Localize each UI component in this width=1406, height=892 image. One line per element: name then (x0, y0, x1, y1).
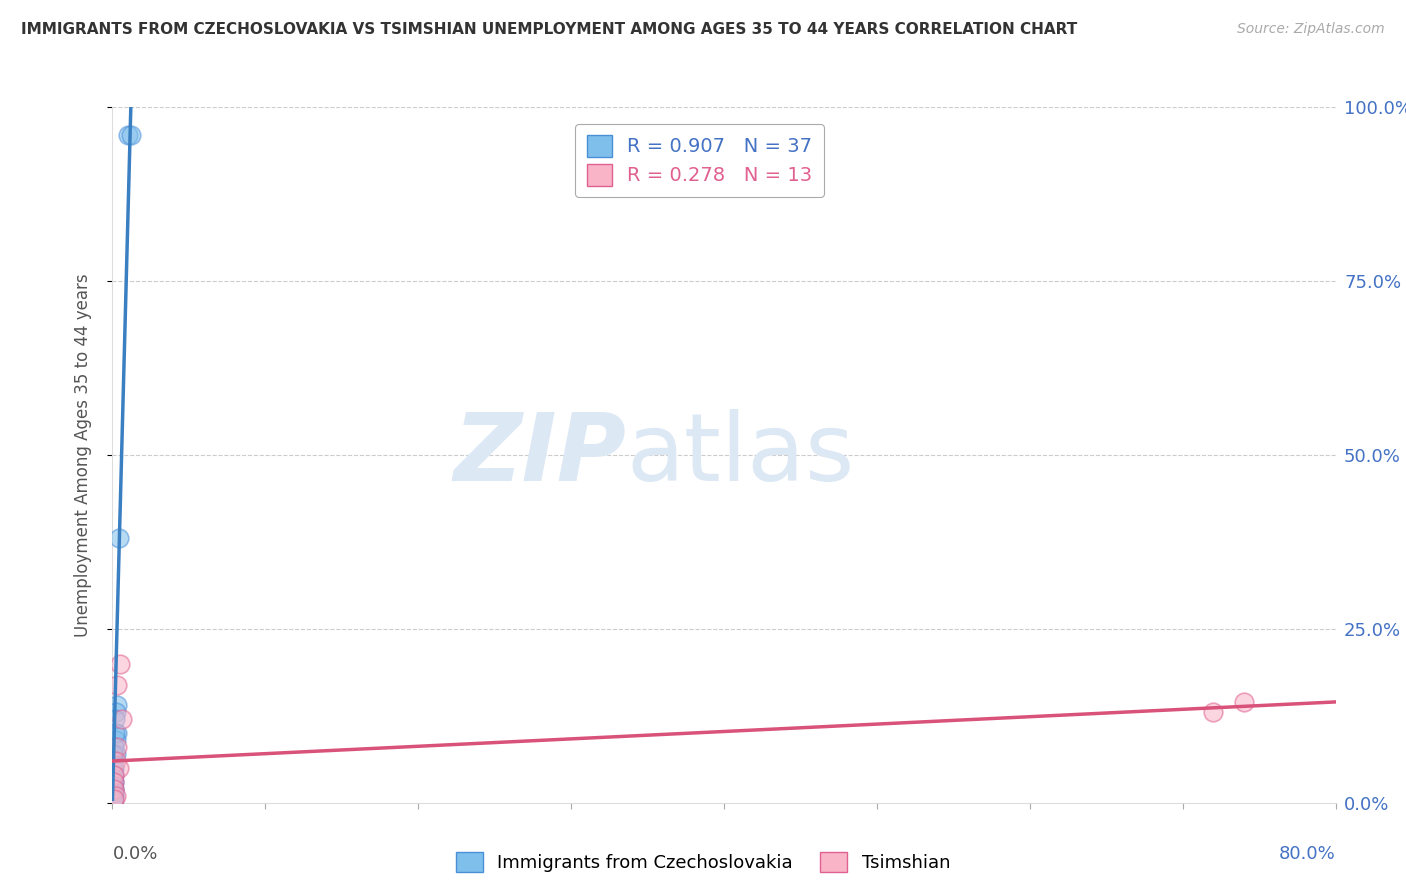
Point (103, 792, 125, 806)
Point (103, 793, 125, 807)
Point (105, 698, 128, 713)
Point (104, 712, 127, 726)
Point (105, 740, 128, 755)
Point (117, 128, 139, 142)
Point (105, 677, 128, 691)
Legend: Immigrants from Czechoslovakia, Tsimshian: Immigrants from Czechoslovakia, Tsimshia… (447, 843, 959, 881)
Point (1202, 706, 1225, 720)
Text: ZIP: ZIP (453, 409, 626, 501)
Text: atlas: atlas (626, 409, 855, 501)
Point (103, 788, 125, 802)
Point (103, 772, 125, 786)
Legend: R = 0.907   N = 37, R = 0.278   N = 13: R = 0.907 N = 37, R = 0.278 N = 13 (575, 124, 824, 197)
Point (103, 781, 125, 796)
Point (103, 794, 125, 808)
Point (103, 792, 125, 806)
Point (103, 775, 125, 789)
Point (103, 775, 125, 789)
Point (108, 657, 131, 671)
Point (103, 754, 125, 768)
Point (104, 754, 127, 768)
Point (103, 789, 125, 804)
Point (104, 726, 127, 740)
Point (103, 781, 125, 796)
Point (103, 781, 125, 796)
Text: Source: ZipAtlas.com: Source: ZipAtlas.com (1237, 22, 1385, 37)
Point (103, 768, 125, 782)
Point (1233, 695, 1256, 709)
Point (104, 706, 127, 720)
Point (104, 733, 127, 747)
Point (111, 712, 134, 726)
Point (103, 761, 125, 775)
Point (107, 532, 129, 546)
Point (120, 128, 142, 142)
Point (103, 791, 125, 805)
Y-axis label: Unemployment Among Ages 35 to 44 years: Unemployment Among Ages 35 to 44 years (73, 273, 91, 637)
Point (103, 761, 125, 775)
Point (103, 768, 125, 782)
Point (104, 747, 127, 761)
Point (107, 761, 129, 775)
Text: IMMIGRANTS FROM CZECHOSLOVAKIA VS TSIMSHIAN UNEMPLOYMENT AMONG AGES 35 TO 44 YEA: IMMIGRANTS FROM CZECHOSLOVAKIA VS TSIMSH… (21, 22, 1077, 37)
Point (103, 768, 125, 782)
Point (103, 785, 125, 799)
Point (103, 789, 125, 803)
Text: 0.0%: 0.0% (112, 845, 157, 863)
Point (103, 747, 125, 761)
Text: 80.0%: 80.0% (1279, 845, 1336, 863)
Point (103, 794, 125, 808)
Point (103, 787, 125, 801)
Point (103, 796, 125, 810)
Point (104, 789, 127, 803)
Point (103, 795, 125, 809)
Point (103, 754, 125, 768)
Point (103, 775, 125, 789)
Point (105, 726, 128, 740)
Point (103, 785, 125, 799)
Point (103, 778, 125, 792)
Point (103, 740, 125, 755)
